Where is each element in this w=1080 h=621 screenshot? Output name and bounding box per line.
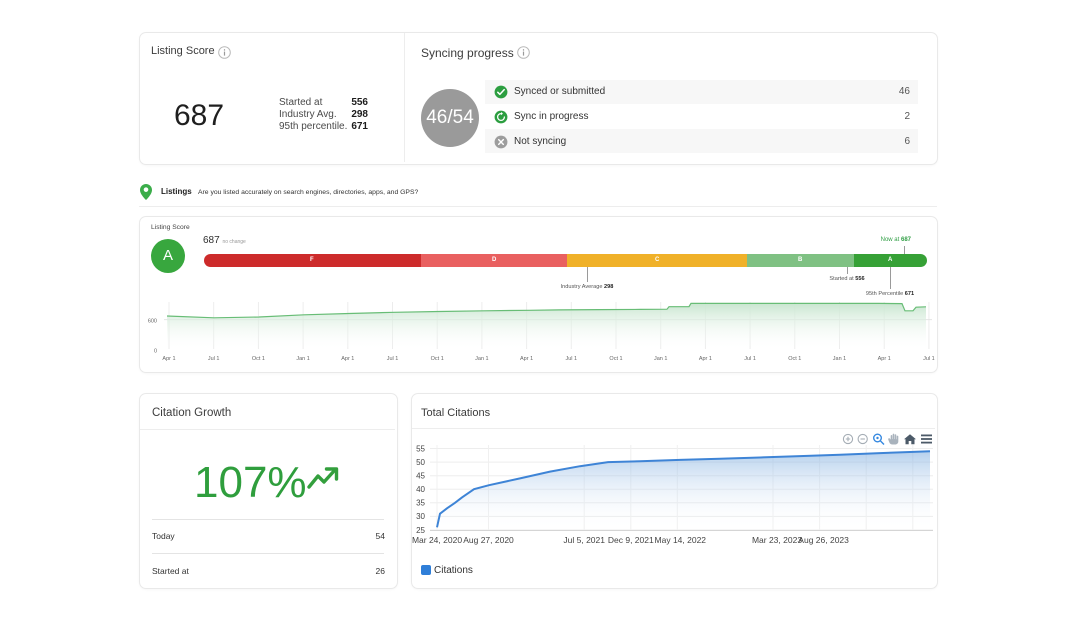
svg-text:0: 0 xyxy=(154,348,157,354)
svg-text:Mar 23, 2023: Mar 23, 2023 xyxy=(752,535,802,545)
svg-text:Oct 1: Oct 1 xyxy=(609,356,622,362)
svg-text:600: 600 xyxy=(148,318,157,324)
svg-text:Apr 1: Apr 1 xyxy=(699,356,712,362)
svg-text:Apr 1: Apr 1 xyxy=(341,356,354,362)
svg-text:May 14, 2022: May 14, 2022 xyxy=(655,535,707,545)
svg-text:Oct 1: Oct 1 xyxy=(431,356,444,362)
svg-text:Jul 1: Jul 1 xyxy=(923,356,935,362)
svg-text:45: 45 xyxy=(416,472,425,481)
svg-text:Jul 5, 2021: Jul 5, 2021 xyxy=(563,535,605,545)
svg-text:Jul 1: Jul 1 xyxy=(744,356,756,362)
svg-text:Jul 1: Jul 1 xyxy=(565,356,577,362)
svg-text:55: 55 xyxy=(416,444,425,453)
svg-text:50: 50 xyxy=(416,458,425,467)
svg-text:Jan 1: Jan 1 xyxy=(475,356,488,362)
svg-text:Jul 1: Jul 1 xyxy=(387,356,399,362)
svg-text:Oct 1: Oct 1 xyxy=(788,356,801,362)
svg-text:35: 35 xyxy=(416,499,425,508)
svg-text:Apr 1: Apr 1 xyxy=(878,356,891,362)
svg-text:Apr 1: Apr 1 xyxy=(520,356,533,362)
svg-text:Jan 1: Jan 1 xyxy=(296,356,309,362)
svg-text:Jul 1: Jul 1 xyxy=(208,356,220,362)
svg-text:30: 30 xyxy=(416,512,425,521)
svg-text:Dec 9, 2021: Dec 9, 2021 xyxy=(608,535,654,545)
svg-text:Jan 1: Jan 1 xyxy=(654,356,667,362)
svg-text:40: 40 xyxy=(416,485,425,494)
svg-text:Jan 1: Jan 1 xyxy=(833,356,846,362)
svg-text:Apr 1: Apr 1 xyxy=(162,356,175,362)
svg-text:Oct 1: Oct 1 xyxy=(252,356,265,362)
svg-text:Aug 26, 2023: Aug 26, 2023 xyxy=(798,535,849,545)
svg-text:Mar 24, 2020: Mar 24, 2020 xyxy=(412,535,462,545)
svg-text:Aug 27, 2020: Aug 27, 2020 xyxy=(463,535,514,545)
svg-text:25: 25 xyxy=(416,526,425,535)
